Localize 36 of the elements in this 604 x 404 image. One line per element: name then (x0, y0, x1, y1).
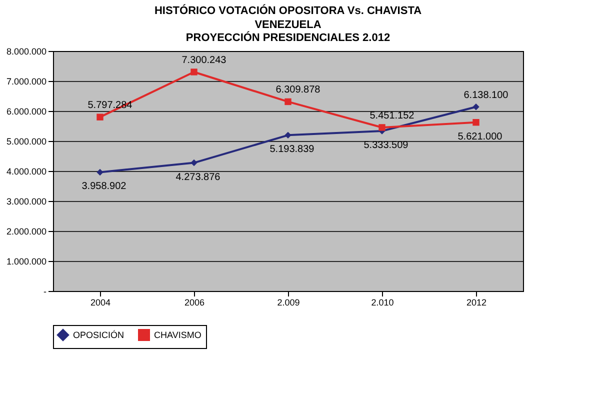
x-tick-label: 2012 (466, 298, 487, 308)
y-tick-label: 3.000.000 (6, 196, 46, 206)
legend-label: OPOSICIÓN (73, 330, 124, 340)
y-tick-label: 1.000.000 (6, 256, 46, 266)
data-label: 4.273.876 (176, 172, 221, 183)
x-tick-label: 2.009 (277, 298, 300, 308)
y-tick-label: 5.000.000 (6, 136, 46, 146)
point (190, 68, 198, 76)
point (472, 104, 480, 110)
y-tick-label: 4.000.000 (6, 166, 46, 176)
y-tick-label: - (44, 286, 46, 296)
point (284, 98, 292, 106)
point (284, 132, 292, 139)
point (472, 119, 480, 126)
data-label: 3.958.902 (82, 181, 127, 192)
data-label: 5.451.152 (370, 110, 415, 122)
y-tick-label: 2.000.000 (6, 226, 46, 236)
legend-label: CHAVISMO (154, 330, 202, 340)
chart-subtitle: VENEZUELA PROYECCIÓN PRESIDENCIALES 2.012 (186, 19, 390, 44)
x-tick-label: 2.010 (371, 298, 394, 308)
point (96, 168, 104, 176)
data-label: 5.333.509 (364, 140, 409, 151)
y-tick-label: 7.000.000 (6, 76, 46, 86)
point (96, 114, 104, 120)
data-label: 6.138.100 (464, 90, 509, 101)
data-label: 5.621.000 (458, 131, 503, 142)
x-tick-label: 2006 (184, 298, 205, 308)
data-label: 6.309.878 (276, 84, 321, 96)
chart-title: HISTÓRICO VOTACIÓN OPOSITORA Vs. CHAVISTA (154, 4, 422, 17)
y-tick-label: 8.000.000 (6, 46, 46, 56)
x-tick-label: 2004 (90, 298, 111, 308)
point (378, 124, 386, 131)
point (190, 159, 198, 166)
data-label: 7.300.243 (182, 54, 227, 66)
y-tick-label: 6.000.000 (6, 106, 46, 116)
data-label: 5.193.839 (270, 144, 315, 156)
